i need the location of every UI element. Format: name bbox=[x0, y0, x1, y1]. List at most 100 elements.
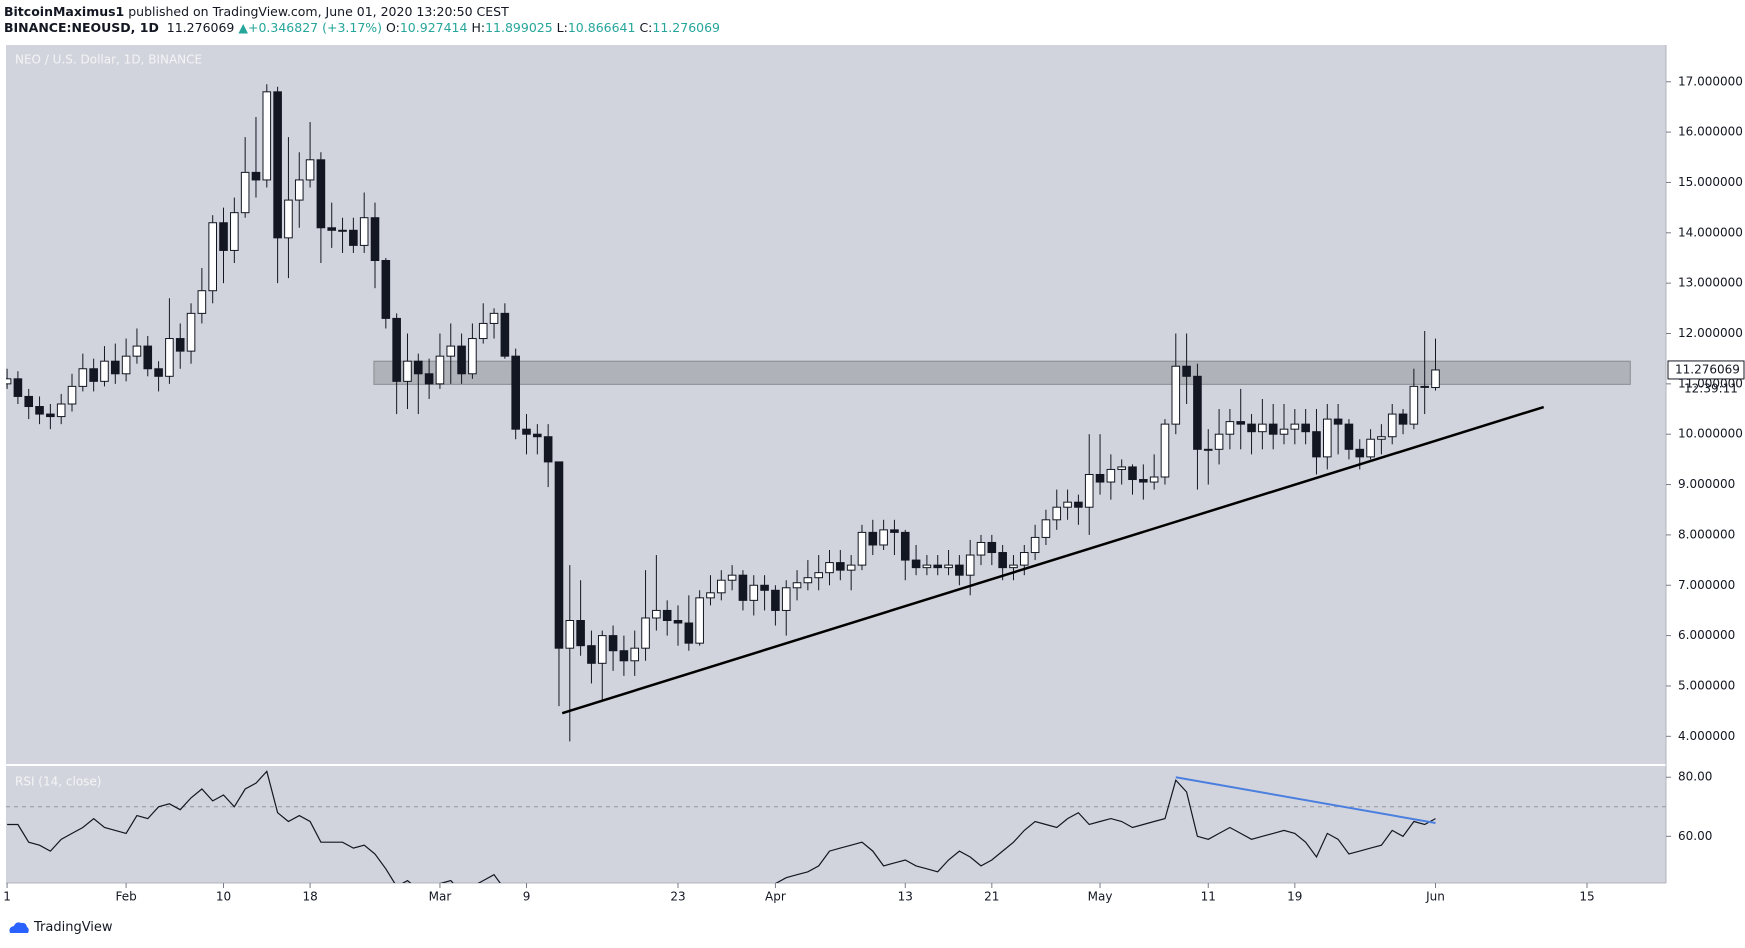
footer: TradingView bbox=[8, 920, 113, 935]
candle-body bbox=[955, 564, 964, 576]
header-line-2: BINANCE:NEOUSD, 1D 11.276069 ▲+0.346827 … bbox=[4, 20, 720, 36]
candle-body bbox=[165, 338, 174, 377]
candle-body bbox=[208, 222, 217, 292]
candle-body bbox=[89, 368, 98, 382]
candle-body bbox=[543, 436, 553, 463]
candle-body bbox=[154, 368, 163, 377]
author: BitcoinMaximus1 bbox=[4, 4, 125, 19]
candle-body bbox=[230, 212, 239, 251]
ohlc-value: 11.899025 bbox=[485, 20, 553, 35]
trendline bbox=[561, 405, 1545, 715]
candle-body bbox=[738, 574, 748, 601]
candle-body bbox=[305, 159, 315, 181]
candle-body bbox=[1052, 506, 1062, 521]
candle-body bbox=[511, 355, 520, 430]
price-pane bbox=[6, 45, 1666, 764]
y-tick-label: 10.000000 bbox=[1678, 427, 1743, 441]
candle-body bbox=[1214, 433, 1224, 450]
candle-body bbox=[1128, 466, 1137, 481]
candle-body bbox=[1084, 473, 1094, 508]
candle-body bbox=[381, 259, 391, 319]
ohlc-label: C: bbox=[639, 20, 653, 35]
candle-body bbox=[240, 171, 250, 214]
candle-body bbox=[1355, 448, 1365, 458]
candle-body bbox=[1203, 448, 1213, 451]
candle-body bbox=[652, 609, 661, 619]
candle-body bbox=[316, 159, 326, 229]
candle-body bbox=[597, 635, 607, 664]
resistance-zone bbox=[373, 360, 1631, 385]
candle-body bbox=[1377, 436, 1386, 440]
candle-body bbox=[857, 531, 867, 566]
candle-body bbox=[251, 171, 261, 181]
up-arrow: ▲ bbox=[238, 20, 248, 35]
candle-body bbox=[1409, 385, 1419, 425]
candle-body bbox=[533, 433, 542, 438]
x-tick-label: 10 bbox=[216, 890, 231, 904]
candle-body bbox=[132, 345, 142, 357]
candle-body bbox=[424, 373, 434, 385]
candle-body bbox=[197, 290, 207, 314]
candle-body bbox=[868, 531, 878, 546]
candle-body bbox=[565, 620, 575, 649]
candle-body bbox=[760, 584, 769, 591]
candle-body bbox=[110, 360, 120, 375]
candle-body bbox=[587, 645, 596, 664]
x-tick-label: May bbox=[1088, 890, 1113, 904]
candle-body bbox=[457, 345, 466, 375]
candle-body bbox=[1431, 369, 1440, 389]
y-tick-label: 8.000000 bbox=[1678, 527, 1735, 541]
candle-body bbox=[1301, 423, 1310, 433]
x-tick-label: 19 bbox=[1287, 890, 1302, 904]
candle-body bbox=[359, 217, 369, 246]
y-tick-label: 14.000000 bbox=[1678, 225, 1743, 239]
rsi-plot bbox=[6, 770, 1666, 883]
candle-body bbox=[1009, 564, 1018, 569]
candle-body bbox=[121, 355, 131, 375]
candle-body bbox=[370, 217, 380, 261]
candle-body bbox=[641, 617, 650, 649]
price-plot bbox=[6, 84, 1631, 742]
candle-body bbox=[792, 582, 802, 589]
candle-body bbox=[489, 312, 499, 324]
candle-body bbox=[24, 395, 34, 408]
candle-body bbox=[846, 564, 856, 571]
chart: 4.000000 5.000000 6.000000 7.000000 8.000000… bbox=[3, 45, 1745, 904]
candle-body bbox=[273, 91, 282, 239]
candle-body bbox=[619, 650, 629, 662]
candle-body bbox=[284, 199, 293, 239]
candle-body bbox=[727, 574, 737, 581]
candle-body bbox=[1074, 501, 1083, 508]
x-tick-label: 9 bbox=[523, 890, 531, 904]
timer: 12:39:11 bbox=[1684, 381, 1738, 395]
candle-body bbox=[944, 564, 953, 569]
change: +0.346827 (+3.17%) bbox=[248, 20, 383, 35]
candle-body bbox=[608, 635, 618, 652]
x-tick-label: 1 bbox=[3, 890, 11, 904]
candle-body bbox=[349, 229, 358, 246]
candle-body bbox=[78, 368, 88, 387]
candle-body bbox=[1171, 365, 1181, 425]
candle-body bbox=[1322, 418, 1332, 458]
x-tick-label: 11 bbox=[1201, 890, 1216, 904]
candle-body bbox=[478, 322, 488, 340]
ohlc-value: 11.276069 bbox=[652, 20, 721, 35]
candle-body bbox=[1063, 501, 1072, 508]
ohlc-label: O: bbox=[386, 20, 400, 35]
candle-body bbox=[262, 91, 272, 181]
candle-body bbox=[781, 587, 791, 611]
candle-body bbox=[684, 622, 694, 644]
candle-body bbox=[435, 355, 445, 385]
candle-body bbox=[1268, 423, 1278, 435]
candle-body bbox=[911, 559, 921, 569]
candle-body bbox=[695, 597, 704, 644]
candle-body bbox=[175, 338, 185, 352]
y-tick-label: 15.000000 bbox=[1678, 175, 1743, 189]
candle-body bbox=[706, 592, 715, 599]
candle-body bbox=[933, 564, 943, 569]
x-tick-label: 18 bbox=[302, 890, 317, 904]
ohlc-label: L: bbox=[556, 20, 568, 35]
symbol: BINANCE:NEOUSD, 1D bbox=[4, 20, 159, 35]
x-tick-label: Jun bbox=[1425, 890, 1445, 904]
